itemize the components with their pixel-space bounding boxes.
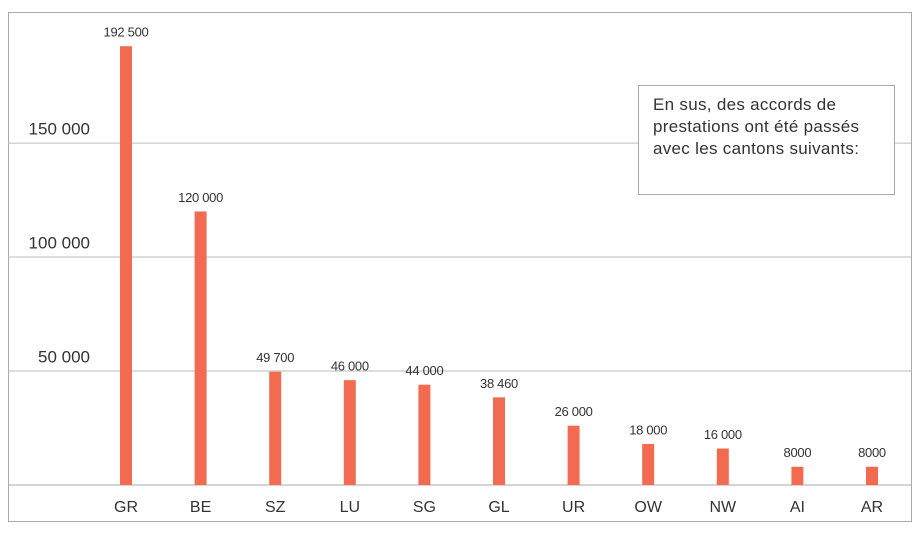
data-label: 49 700 bbox=[256, 350, 294, 365]
data-label: 46 000 bbox=[331, 359, 369, 374]
x-tick-label: AI bbox=[790, 499, 805, 516]
data-label: 18 000 bbox=[629, 422, 667, 437]
x-tick-label: SG bbox=[413, 499, 436, 516]
x-tick-label: GR bbox=[114, 499, 138, 516]
x-tick-label: AR bbox=[861, 499, 883, 516]
bar bbox=[120, 46, 132, 485]
x-tick-label: NW bbox=[709, 499, 737, 516]
data-label: 8000 bbox=[858, 445, 886, 460]
x-tick-label: LU bbox=[340, 499, 360, 516]
bar bbox=[791, 466, 804, 485]
bar bbox=[343, 380, 356, 485]
data-label: 26 000 bbox=[555, 404, 593, 419]
data-label: 44 000 bbox=[405, 363, 443, 378]
bar bbox=[194, 211, 207, 485]
data-label: 120 000 bbox=[178, 190, 223, 205]
bar bbox=[567, 425, 580, 485]
y-tick-label: 150 000 bbox=[29, 120, 90, 139]
bar bbox=[269, 371, 282, 485]
data-label: 192 500 bbox=[104, 25, 149, 40]
bar bbox=[716, 448, 729, 485]
data-label: 16 000 bbox=[704, 427, 742, 442]
x-tick-label: UR bbox=[562, 499, 585, 516]
x-tick-label: BE bbox=[190, 499, 211, 516]
x-tick-label: GL bbox=[488, 499, 509, 516]
bar bbox=[642, 443, 655, 485]
frame bbox=[8, 12, 912, 522]
annotation: En sus, des accords de prestations ont é… bbox=[638, 85, 895, 195]
data-label: 8000 bbox=[784, 445, 812, 460]
data-label: 38 460 bbox=[480, 376, 518, 391]
y-tick-label: 100 000 bbox=[29, 234, 90, 253]
x-tick-label: SZ bbox=[265, 499, 286, 516]
y-tick-label: 50 000 bbox=[38, 348, 90, 367]
bar bbox=[418, 384, 431, 485]
bar bbox=[866, 466, 878, 485]
x-tick-label: OW bbox=[634, 499, 662, 516]
bar bbox=[493, 397, 505, 485]
